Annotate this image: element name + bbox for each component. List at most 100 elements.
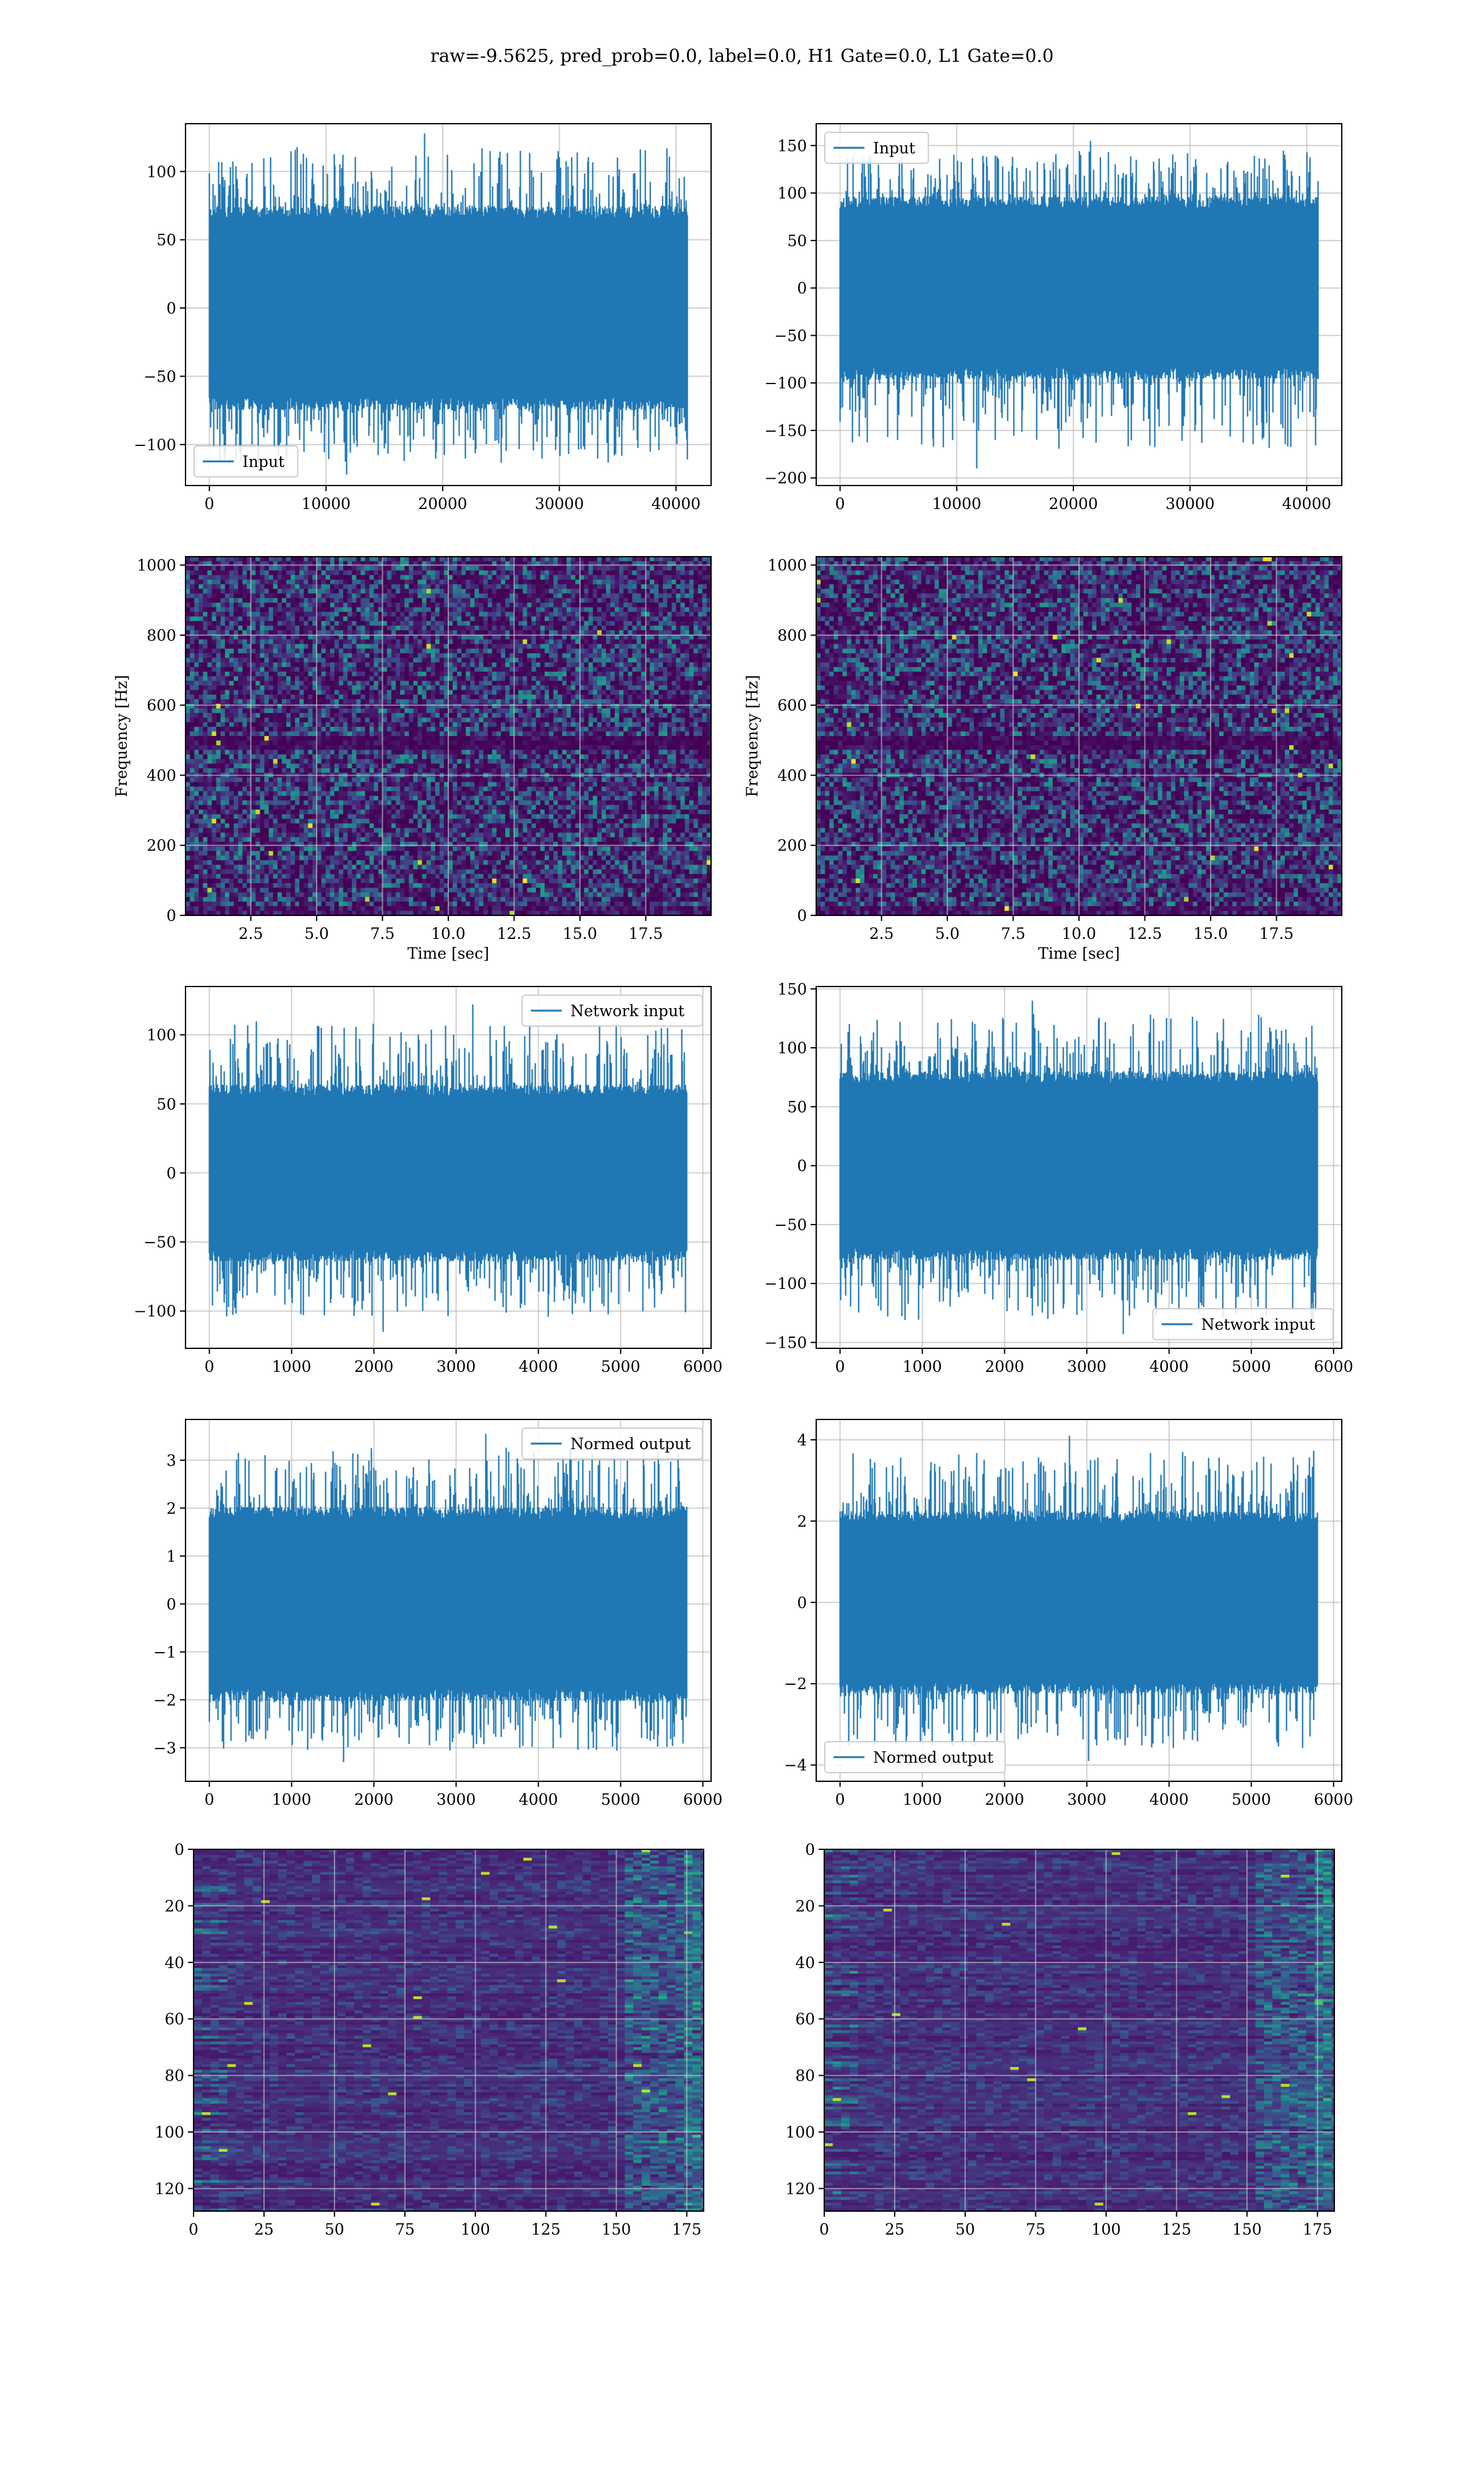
spectrogram-h1-xtick-label: 5.0 bbox=[304, 925, 329, 943]
network-input-l1-ytick-label: −50 bbox=[774, 1216, 807, 1234]
normed-output-l1-xtick-label: 3000 bbox=[1067, 1791, 1107, 1808]
feature-map-l1-ytick-label: 40 bbox=[795, 1954, 815, 1972]
network-input-h1-frame bbox=[185, 986, 712, 1349]
feature-map-l1-xtick-label: 175 bbox=[1303, 2220, 1333, 2238]
spectrogram-l1-ytick-label: 600 bbox=[777, 696, 807, 714]
feature-map-h1-ytick-label: 100 bbox=[155, 2123, 184, 2141]
normed-output-h1-legend-label: Normed output bbox=[571, 1435, 691, 1453]
input-l1-plot-area bbox=[816, 124, 1342, 486]
normed-output-h1-xtick-label: 3000 bbox=[437, 1791, 476, 1808]
network-input-l1-xtick-label: 6000 bbox=[1314, 1358, 1354, 1376]
chart-panel-network-input-l1: 0 1000 2000 3000 4000 5000 6000 −150 −100 −50 0 50 1… bbox=[764, 980, 1353, 1376]
input-h1-xtick-label: 10000 bbox=[302, 495, 351, 513]
spectrogram-l1-xtick-label: 5.0 bbox=[935, 925, 960, 943]
input-l1-ytick-label: −150 bbox=[764, 422, 807, 440]
normed-output-l1-ytick-label: −4 bbox=[784, 1757, 807, 1774]
chart-panel-feature-map-h1: 0 25 50 75 100 125 150 175 0 20 40 60 80 100 120 bbox=[155, 1841, 704, 2238]
input-h1-plot-area bbox=[186, 124, 711, 486]
spectrogram-l1-grid bbox=[816, 557, 1342, 915]
input-l1-series-0-band bbox=[840, 221, 1318, 355]
chart-panel-normed-output-h1: 0 1000 2000 3000 4000 5000 6000 −3 −2 −1 0 1 2 3 Norme… bbox=[153, 1419, 723, 1808]
spectrogram-l1-ticks: 2.5 5.0 7.5 10.0 12.5 15.0 17.5 0 200 400 600 800 10… bbox=[767, 557, 1294, 943]
spectrogram-l1-plot-area bbox=[816, 557, 1342, 915]
feature-map-l1-xtick-label: 100 bbox=[1091, 2220, 1121, 2238]
spectrogram-h1-grid bbox=[186, 557, 711, 915]
network-input-l1-plot-area bbox=[816, 987, 1342, 1348]
normed-output-h1-frame bbox=[185, 1419, 712, 1782]
spectrogram-h1-ytick-label: 0 bbox=[166, 907, 176, 925]
input-h1-legend-label: Input bbox=[242, 453, 284, 471]
network-input-l1-xtick-label: 1000 bbox=[903, 1358, 942, 1376]
normed-output-l1-xtick-label: 6000 bbox=[1314, 1791, 1354, 1808]
feature-map-l1-ytick-label: 20 bbox=[795, 1897, 815, 1915]
feature-map-l1-ytick-label: 0 bbox=[805, 1841, 815, 1859]
feature-map-l1-xtick-label: 75 bbox=[1026, 2220, 1046, 2238]
input-l1-ytick-label: −200 bbox=[764, 469, 807, 487]
network-input-h1-legend-label: Network input bbox=[571, 1002, 684, 1020]
spectrogram-l1-xtick-label: 7.5 bbox=[1001, 925, 1026, 943]
spectrogram-h1-xtick-label: 7.5 bbox=[370, 925, 395, 943]
spectrogram-h1-ytick-label: 400 bbox=[147, 766, 176, 784]
feature-map-l1-frame bbox=[824, 1849, 1335, 2212]
spectrogram-l1-cells bbox=[816, 557, 1342, 915]
normed-output-h1-plot-area bbox=[186, 1419, 711, 1781]
input-h1-series-0-band bbox=[209, 233, 688, 383]
feature-map-h1-cells bbox=[194, 1849, 704, 2211]
network-input-h1-legend: Network input bbox=[521, 995, 703, 1027]
normed-output-h1-ytick-label: −1 bbox=[153, 1643, 176, 1661]
normed-output-l1-legend: Normed output bbox=[824, 1741, 1006, 1773]
feature-map-l1-xtick-label: 125 bbox=[1162, 2220, 1192, 2238]
network-input-h1-xtick-label: 6000 bbox=[683, 1358, 723, 1376]
normed-output-h1-xtick-label: 5000 bbox=[601, 1791, 641, 1808]
normed-output-h1-legend: Normed output bbox=[521, 1427, 703, 1460]
input-h1-frame bbox=[185, 123, 712, 486]
input-l1-ticks: 0 10000 20000 30000 40000 −200 −150 −100 −50 0 50 1… bbox=[764, 137, 1331, 513]
figure-title: raw=-9.5625, pred_prob=0.0, label=0.0, H… bbox=[430, 45, 1054, 67]
input-h1-ytick-label: −50 bbox=[143, 367, 176, 385]
spectrogram-l1-ylabel: Frequency [Hz] bbox=[743, 675, 761, 797]
network-input-h1-xtick-label: 0 bbox=[205, 1358, 215, 1376]
input-l1-xtick-label: 20000 bbox=[1049, 495, 1098, 513]
spectrogram-h1-cells bbox=[186, 557, 711, 915]
chart-panel-input-l1: 0 10000 20000 30000 40000 −200 −150 −100 −50 0 50 1… bbox=[764, 123, 1342, 513]
feature-map-h1-xtick-label: 125 bbox=[531, 2220, 561, 2238]
network-input-l1-xtick-label: 2000 bbox=[985, 1358, 1025, 1376]
chart-panel-input-h1: 0 10000 20000 30000 40000 −100 −50 0 50 100 Input bbox=[134, 123, 712, 513]
normed-output-l1-legend-label: Normed output bbox=[873, 1748, 994, 1766]
normed-output-h1-xtick-label: 1000 bbox=[272, 1791, 312, 1808]
normed-output-l1-xtick-label: 1000 bbox=[903, 1791, 942, 1808]
normed-output-l1-frame bbox=[816, 1419, 1342, 1782]
normed-output-h1-xtick-label: 2000 bbox=[354, 1791, 394, 1808]
feature-map-h1-ticks: 0 25 50 75 100 125 150 175 0 20 40 60 80 100 120 bbox=[155, 1841, 701, 2238]
feature-map-l1-plot-area bbox=[824, 1849, 1334, 2211]
network-input-l1-legend: Network input bbox=[1152, 1308, 1334, 1340]
feature-map-h1-ytick-label: 20 bbox=[164, 1897, 184, 1915]
normed-output-h1-xtick-label: 4000 bbox=[519, 1791, 558, 1808]
network-input-h1-xtick-label: 4000 bbox=[519, 1358, 558, 1376]
feature-map-h1-ytick-label: 80 bbox=[164, 2067, 184, 2085]
chart-panel-feature-map-l1: 0 25 50 75 100 125 150 175 0 20 40 60 80 100 120 bbox=[785, 1841, 1335, 2238]
feature-map-h1-xtick-label: 0 bbox=[189, 2220, 198, 2238]
network-input-h1-xtick-label: 3000 bbox=[437, 1358, 476, 1376]
input-l1-ytick-label: 0 bbox=[797, 280, 807, 297]
normed-output-h1-ytick-label: 2 bbox=[166, 1499, 176, 1517]
input-l1-legend: Input bbox=[824, 132, 929, 164]
feature-map-h1-xtick-label: 175 bbox=[672, 2220, 702, 2238]
feature-map-l1-xtick-label: 25 bbox=[885, 2220, 905, 2238]
feature-map-h1-ytick-label: 60 bbox=[164, 2010, 184, 2028]
network-input-l1-xtick-label: 3000 bbox=[1067, 1358, 1107, 1376]
spectrogram-h1-ytick-label: 800 bbox=[147, 627, 176, 644]
feature-map-h1-plot-area bbox=[194, 1849, 704, 2211]
feature-map-l1-ytick-label: 80 bbox=[795, 2067, 815, 2085]
chart-panel-spectrogram-l1: 2.5 5.0 7.5 10.0 12.5 15.0 17.5 0 200 400 600 800 10… bbox=[743, 556, 1342, 962]
spectrogram-l1-ytick-label: 400 bbox=[777, 766, 807, 784]
normed-output-h1-ytick-label: 3 bbox=[166, 1452, 176, 1470]
network-input-l1-ytick-label: −150 bbox=[764, 1333, 807, 1351]
spectrogram-h1-ticks: 2.5 5.0 7.5 10.0 12.5 15.0 17.5 0 200 400 600 800 10… bbox=[137, 557, 663, 943]
normed-output-h1-ticks: 0 1000 2000 3000 4000 5000 6000 −3 −2 −1 0 1 2 3 bbox=[153, 1452, 722, 1808]
network-input-l1-ytick-label: 50 bbox=[787, 1098, 807, 1116]
spectrogram-h1-xtick-label: 15.0 bbox=[563, 925, 597, 943]
network-input-l1-xtick-label: 0 bbox=[835, 1358, 845, 1376]
input-h1-legend: Input bbox=[194, 445, 299, 477]
